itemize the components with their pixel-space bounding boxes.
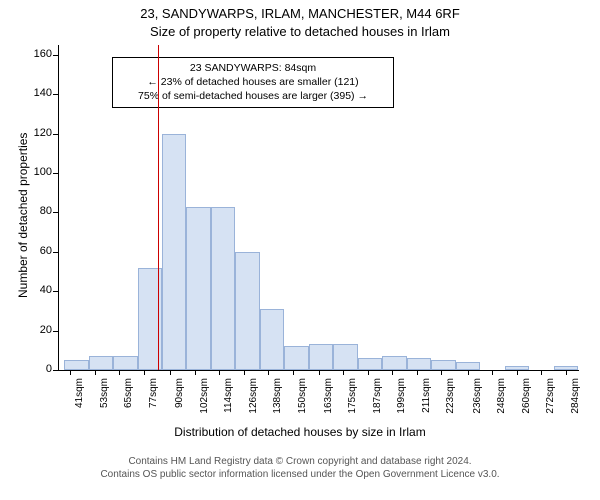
y-tick-label: 40 bbox=[22, 284, 52, 296]
footer-attribution: Contains HM Land Registry data © Crown c… bbox=[0, 455, 600, 481]
x-tick-label: 90sqm bbox=[174, 378, 185, 428]
y-tick-label: 160 bbox=[22, 48, 52, 60]
y-tick-mark bbox=[53, 55, 58, 56]
histogram-bar bbox=[505, 366, 529, 370]
y-tick-mark bbox=[53, 134, 58, 135]
x-tick-label: 236sqm bbox=[472, 378, 483, 428]
x-tick-label: 199sqm bbox=[396, 378, 407, 428]
x-tick-label: 138sqm bbox=[272, 378, 283, 428]
histogram-bar bbox=[260, 309, 284, 370]
y-tick-mark bbox=[53, 370, 58, 371]
x-tick-mark bbox=[119, 370, 120, 375]
x-tick-mark bbox=[219, 370, 220, 375]
histogram-bar bbox=[431, 360, 455, 370]
x-tick-label: 65sqm bbox=[123, 378, 134, 428]
y-tick-label: 120 bbox=[22, 127, 52, 139]
chart-title-line1: 23, SANDYWARPS, IRLAM, MANCHESTER, M44 6… bbox=[0, 6, 600, 21]
x-tick-mark bbox=[492, 370, 493, 375]
histogram-bar bbox=[162, 134, 186, 370]
histogram-bar bbox=[89, 356, 113, 370]
x-tick-mark bbox=[268, 370, 269, 375]
annotation-box: 23 SANDYWARPS: 84sqm ← 23% of detached h… bbox=[112, 57, 394, 108]
x-tick-mark bbox=[541, 370, 542, 375]
y-tick-mark bbox=[53, 94, 58, 95]
x-tick-mark bbox=[392, 370, 393, 375]
x-tick-label: 163sqm bbox=[323, 378, 334, 428]
x-tick-mark bbox=[244, 370, 245, 375]
x-tick-label: 41sqm bbox=[74, 378, 85, 428]
y-tick-label: 0 bbox=[22, 363, 52, 375]
histogram-bar bbox=[211, 207, 235, 370]
x-tick-label: 223sqm bbox=[445, 378, 456, 428]
x-tick-mark bbox=[70, 370, 71, 375]
x-tick-mark bbox=[144, 370, 145, 375]
x-tick-mark bbox=[517, 370, 518, 375]
histogram-bar bbox=[64, 360, 88, 370]
x-tick-mark bbox=[368, 370, 369, 375]
x-tick-mark bbox=[468, 370, 469, 375]
histogram-bar bbox=[284, 346, 308, 370]
x-tick-label: 114sqm bbox=[223, 378, 234, 428]
x-tick-label: 272sqm bbox=[545, 378, 556, 428]
x-tick-label: 284sqm bbox=[570, 378, 581, 428]
histogram-bar bbox=[235, 252, 259, 370]
annotation-line-1: 23 SANDYWARPS: 84sqm bbox=[119, 61, 387, 75]
x-tick-mark bbox=[293, 370, 294, 375]
x-tick-label: 211sqm bbox=[421, 378, 432, 428]
y-tick-label: 100 bbox=[22, 166, 52, 178]
x-tick-mark bbox=[95, 370, 96, 375]
histogram-bar bbox=[309, 344, 333, 370]
x-tick-label: 175sqm bbox=[347, 378, 358, 428]
histogram-bar bbox=[186, 207, 210, 370]
footer-line-2: Contains OS public sector information li… bbox=[0, 468, 600, 481]
reference-line bbox=[158, 45, 159, 370]
x-tick-mark bbox=[343, 370, 344, 375]
annotation-line-2: ← 23% of detached houses are smaller (12… bbox=[119, 75, 387, 89]
y-tick-mark bbox=[53, 252, 58, 253]
histogram-bar bbox=[113, 356, 137, 370]
y-tick-mark bbox=[53, 173, 58, 174]
y-tick-label: 80 bbox=[22, 205, 52, 217]
footer-line-1: Contains HM Land Registry data © Crown c… bbox=[0, 455, 600, 468]
y-tick-mark bbox=[53, 291, 58, 292]
x-tick-mark bbox=[417, 370, 418, 375]
x-tick-mark bbox=[170, 370, 171, 375]
x-tick-label: 53sqm bbox=[99, 378, 110, 428]
histogram-bar bbox=[358, 358, 382, 370]
y-tick-mark bbox=[53, 212, 58, 213]
chart-container: 23, SANDYWARPS, IRLAM, MANCHESTER, M44 6… bbox=[0, 0, 600, 500]
x-tick-mark bbox=[195, 370, 196, 375]
x-tick-label: 187sqm bbox=[372, 378, 383, 428]
y-tick-label: 60 bbox=[22, 245, 52, 257]
x-tick-label: 77sqm bbox=[148, 378, 159, 428]
histogram-bar bbox=[333, 344, 357, 370]
y-tick-label: 20 bbox=[22, 324, 52, 336]
x-tick-label: 126sqm bbox=[248, 378, 259, 428]
x-tick-mark bbox=[319, 370, 320, 375]
x-tick-mark bbox=[566, 370, 567, 375]
y-tick-mark bbox=[53, 331, 58, 332]
x-tick-label: 248sqm bbox=[496, 378, 507, 428]
histogram-bar bbox=[382, 356, 406, 370]
x-tick-mark bbox=[441, 370, 442, 375]
annotation-line-3: 75% of semi-detached houses are larger (… bbox=[119, 89, 387, 103]
histogram-bar bbox=[554, 366, 578, 370]
x-tick-label: 260sqm bbox=[521, 378, 532, 428]
histogram-bar bbox=[407, 358, 431, 370]
chart-title-line2: Size of property relative to detached ho… bbox=[0, 24, 600, 39]
histogram-bar bbox=[456, 362, 480, 370]
x-tick-label: 150sqm bbox=[297, 378, 308, 428]
x-tick-label: 102sqm bbox=[199, 378, 210, 428]
y-tick-label: 140 bbox=[22, 87, 52, 99]
